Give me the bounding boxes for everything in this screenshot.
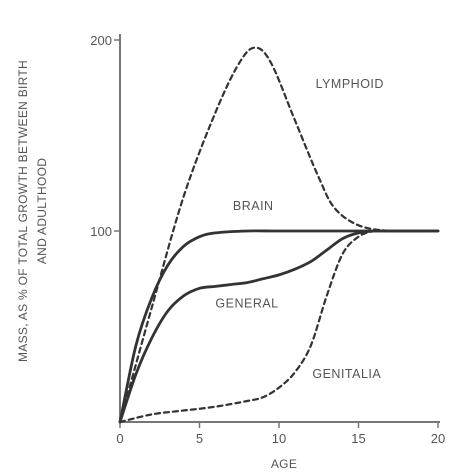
series-line-genitalia (118, 229, 440, 424)
series-line-brain (118, 229, 440, 424)
series-line-general (118, 229, 440, 424)
y-axis-label-line-2: AND ADULTHOOD (35, 158, 49, 264)
series-label-general: GENERAL (215, 296, 278, 310)
y-tick-label: 100 (90, 224, 112, 239)
series-label-genitalia: GENITALIA (312, 367, 381, 381)
axes (119, 34, 440, 423)
y-axis-label-line-1: MASS, AS % OF TOTAL GROWTH BETWEEN BIRTH (16, 60, 30, 362)
series-label-brain: BRAIN (233, 199, 274, 213)
series-lines (118, 46, 440, 424)
x-tick-label: 10 (272, 431, 286, 446)
series-line-lymphoid (118, 46, 440, 424)
x-tick-label: 20 (431, 431, 445, 446)
series-labels: LYMPHOID BRAIN GENERAL GENITALIA (215, 77, 384, 381)
y-axis-label: MASS, AS % OF TOTAL GROWTH BETWEEN BIRTH… (16, 60, 49, 362)
series-label-lymphoid: LYMPHOID (316, 77, 384, 91)
x-axis-label: AGE (271, 457, 297, 471)
y-tick-label: 200 (90, 33, 112, 48)
axis-ticks: 0 5 10 15 20 100 200 (90, 33, 445, 446)
x-tick-label: 15 (351, 431, 365, 446)
x-tick-label: 0 (116, 431, 123, 446)
x-tick-label: 5 (196, 431, 203, 446)
